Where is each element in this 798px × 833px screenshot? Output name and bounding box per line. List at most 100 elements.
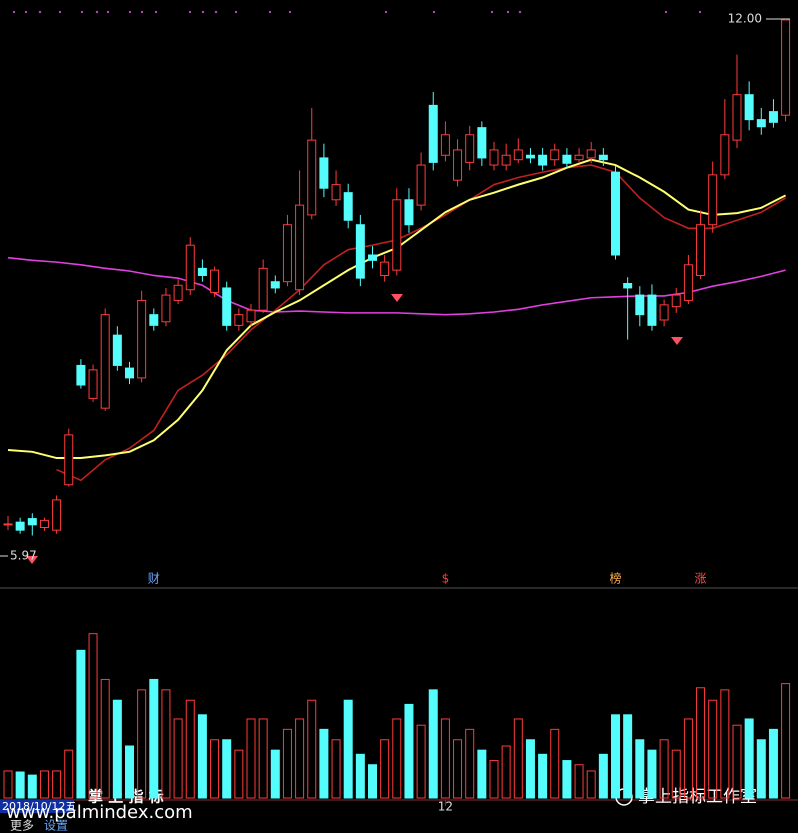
candle-body <box>88 369 98 399</box>
volume-bar <box>392 718 402 799</box>
candle-body <box>295 204 305 291</box>
volume-bar <box>647 749 657 799</box>
volume-bar <box>185 699 195 799</box>
x-tick-label: 12 <box>438 800 453 814</box>
candle-body <box>76 364 86 386</box>
candle-body <box>440 134 450 156</box>
volume-bar <box>598 753 608 799</box>
volume-bar <box>125 745 134 799</box>
candle-body <box>3 523 13 526</box>
volume-bar <box>501 745 511 799</box>
volume-bar <box>538 753 548 799</box>
volume-bar <box>404 703 414 799</box>
candle-body <box>210 269 220 293</box>
toolbar-button[interactable]: 更多 <box>10 819 34 833</box>
candle-body <box>598 154 608 161</box>
volume-bar <box>222 739 232 799</box>
volume-bar <box>112 699 122 799</box>
volume-bar <box>355 753 365 799</box>
y-tick-label: 12.00 <box>728 12 762 26</box>
signal-diamonds <box>26 294 683 564</box>
candle-body <box>416 164 426 206</box>
candle-body <box>27 518 37 526</box>
volume-bar <box>732 724 742 799</box>
candle-body <box>246 309 256 323</box>
volume-bar <box>586 770 596 799</box>
volume-bar <box>173 718 183 799</box>
toolbar-button[interactable]: 设置 <box>44 819 68 833</box>
volume-bar <box>683 718 693 799</box>
candle-body <box>307 139 317 216</box>
candle-body <box>720 134 730 176</box>
candle-body <box>744 94 754 121</box>
candle-body <box>52 499 62 531</box>
volume-bar <box>574 764 584 799</box>
volume-bar <box>635 739 645 799</box>
candle-body <box>258 267 268 311</box>
candle-body <box>319 157 329 189</box>
candle-body <box>768 111 778 123</box>
candle-body <box>149 314 159 326</box>
candle-body <box>161 294 171 323</box>
volume-bar <box>3 770 13 799</box>
volume-bar <box>525 739 535 799</box>
volume-bar <box>380 739 390 799</box>
candle-body <box>781 19 791 116</box>
volume-bar <box>52 770 62 799</box>
volume-bar <box>781 683 791 799</box>
volume-bar <box>76 649 86 799</box>
volume-bar <box>161 689 171 799</box>
volume-bar <box>64 749 74 799</box>
top-dots <box>12 10 702 14</box>
candle-body <box>453 149 463 181</box>
candle-body <box>428 104 438 163</box>
candle-body <box>15 521 25 531</box>
volume-bar <box>258 718 268 799</box>
volume-bar <box>416 724 426 799</box>
moving-average <box>56 164 787 482</box>
cursor-date-box <box>0 800 74 813</box>
candle-body <box>671 294 681 308</box>
candle-body <box>513 149 523 161</box>
candle-body <box>137 299 147 379</box>
candle-body <box>525 154 535 159</box>
candle-body <box>732 94 742 141</box>
candle-body <box>659 304 669 321</box>
watermark-url: www.palmindex.com <box>6 802 193 823</box>
candle-body <box>222 287 232 326</box>
volume-bar <box>562 760 572 799</box>
volume-bar <box>282 728 292 799</box>
volume-bar <box>27 774 37 799</box>
candle-body <box>173 284 183 301</box>
candle-body <box>404 199 414 226</box>
volume-bar <box>465 728 475 799</box>
volume-bar <box>15 771 25 799</box>
volume-bar <box>696 687 706 799</box>
volume-bar <box>368 764 377 799</box>
volume-bar <box>756 739 766 799</box>
candle-body <box>477 127 487 159</box>
volume-bar <box>550 728 560 799</box>
volume-bar <box>100 678 110 799</box>
candle-body <box>392 199 402 271</box>
candle-body <box>683 264 693 301</box>
signal-label: 财 <box>148 572 160 586</box>
candle-body <box>380 261 390 276</box>
volume-bar <box>768 728 778 799</box>
volume-bar <box>708 699 718 799</box>
signal-label: 榜 <box>609 571 621 586</box>
candle-body <box>270 281 280 289</box>
volume-bar <box>623 714 633 799</box>
volume-bar <box>659 739 669 799</box>
candle-body <box>501 154 511 166</box>
candle-body <box>112 334 122 366</box>
volume-bar <box>513 718 523 799</box>
candle-body <box>355 224 365 279</box>
volume-bar <box>744 718 754 799</box>
candle-body <box>586 149 596 159</box>
candle-body <box>647 294 657 326</box>
volume-bar <box>88 633 98 799</box>
volume-bar <box>428 689 438 799</box>
